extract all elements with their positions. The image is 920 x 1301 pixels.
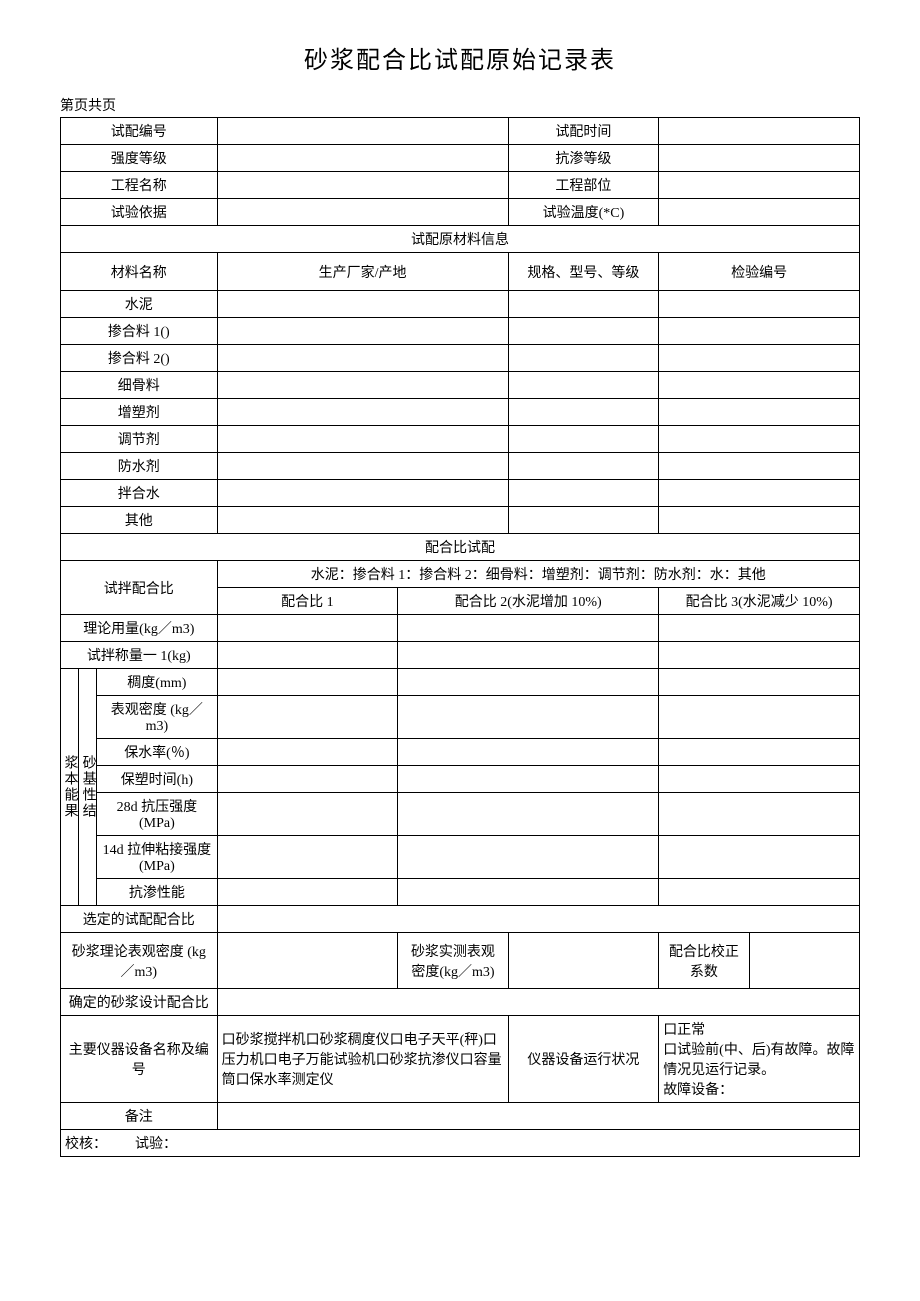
project-part-label: 工程部位 [508,172,659,199]
test-basis-label: 试验依据 [61,199,218,226]
measured-density-label: 砂浆实测表观 密度(kg／m3) [398,933,508,989]
trial-no-label: 试配编号 [61,118,218,145]
trial-no-value [217,118,508,145]
impermeability-value [659,145,860,172]
mix2-label: 配合比 2(水泥增加 10%) [398,588,659,615]
record-table: 试配编号 试配时间 强度等级 抗渗等级 工程名称 工程部位 试验依据 试验温度(… [60,117,860,1157]
perf-group1: 浆本能果 [61,669,79,906]
remarks-label: 备注 [61,1103,218,1130]
theoretical-density-label: 砂浆理论表观密度 (kg／m3) [61,933,218,989]
selected-mix-label: 选定的试配配合比 [61,906,218,933]
equipment-status-value: 口正常 口试验前(中、后)有故障。故障情况见运行记录。 故障设备： [659,1016,860,1103]
perf-row: 抗渗性能 [97,879,217,906]
project-name-label: 工程名称 [61,172,218,199]
perf-row: 保塑时间(h) [97,766,217,793]
mix3-label: 配合比 3(水泥减少 10%) [659,588,860,615]
col-producer: 生产厂家/产地 [217,253,508,291]
test-basis-value [217,199,508,226]
perf-row: 保水率(％) [97,739,217,766]
material-row: 防水剂 [61,453,218,480]
materials-section: 试配原材料信息 [61,226,860,253]
trial-time-value [659,118,860,145]
material-row: 调节剂 [61,426,218,453]
material-row: 细骨料 [61,372,218,399]
perf-row: 14d 拉伸粘接强度 (MPa) [97,836,217,879]
components-line: 水泥：掺合料 1：掺合料 2：细骨料：增塑剂：调节剂：防水剂：水：其他 [217,561,859,588]
material-row: 拌合水 [61,480,218,507]
col-name: 材料名称 [61,253,218,291]
project-part-value [659,172,860,199]
perf-row: 表观密度 (kg／m3) [97,696,217,739]
document-title: 砂浆配合比试配原始记录表 [60,40,860,75]
equipment-status-label: 仪器设备运行状况 [508,1016,659,1103]
test-temp-value [659,199,860,226]
theoretical-usage-label: 理论用量(kg／m3) [61,615,218,642]
trial-weighing-label: 试拌称量一 1(kg) [61,642,218,669]
material-row: 掺合料 1() [61,318,218,345]
material-row: 掺合料 2() [61,345,218,372]
strength-grade-label: 强度等级 [61,145,218,172]
mix1-label: 配合比 1 [217,588,398,615]
mix-section: 配合比试配 [61,534,860,561]
material-row: 其他 [61,507,218,534]
project-name-value [217,172,508,199]
trial-time-label: 试配时间 [508,118,659,145]
test-temp-label: 试验温度(*C) [508,199,659,226]
impermeability-label: 抗渗等级 [508,145,659,172]
strength-grade-value [217,145,508,172]
footer-test: 试验： [135,1137,177,1152]
col-spec: 规格、型号、等级 [508,253,659,291]
material-row: 水泥 [61,291,218,318]
page-info: 第页共页 [60,95,860,115]
material-row: 增塑剂 [61,399,218,426]
correction-factor-label: 配合比校正系数 [659,933,749,989]
col-inspection: 检验编号 [659,253,860,291]
determined-mix-label: 确定的砂浆设计配合比 [61,989,218,1016]
perf-row: 28d 抗压强度 (MPa) [97,793,217,836]
perf-row: 稠度(mm) [97,669,217,696]
equipment-list: 口砂浆搅拌机口砂浆稠度仪口电子天平(秤)口压力机口电子万能试验机口砂浆抗渗仪口容… [217,1016,508,1103]
trial-mix-label: 试拌配合比 [61,561,218,615]
footer-row: 校核： 试验： [61,1130,860,1157]
equipment-name-label: 主要仪器设备名称及编号 [61,1016,218,1103]
footer-check: 校核： [65,1137,107,1152]
perf-group2: 砂基性结 [79,669,97,906]
